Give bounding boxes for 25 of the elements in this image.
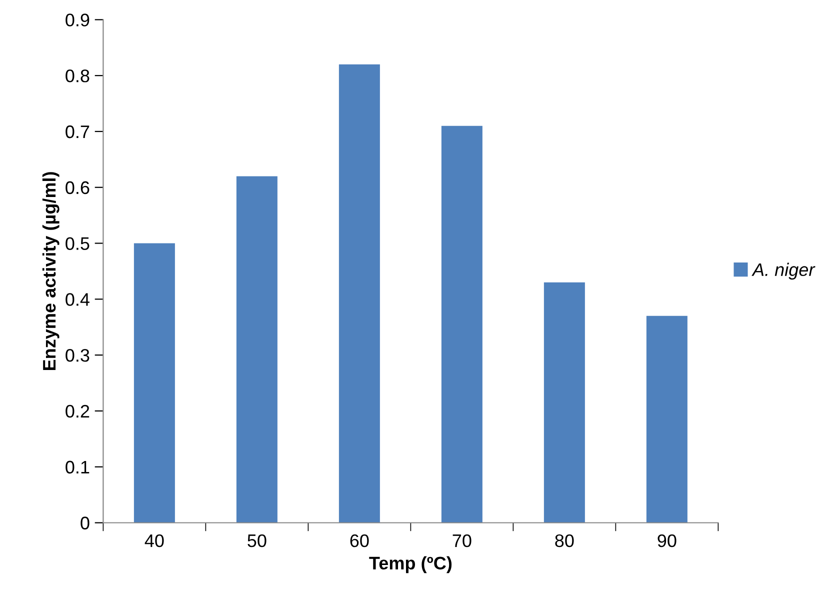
legend-label: A. niger bbox=[752, 262, 816, 280]
x-tick-label: 60 bbox=[350, 534, 369, 548]
y-tick-label: 0.8 bbox=[66, 70, 90, 82]
bar bbox=[441, 126, 482, 523]
y-tick-label: 0 bbox=[80, 516, 90, 530]
y-tick-label: 0.6 bbox=[66, 181, 90, 194]
y-tick-label: 0.5 bbox=[66, 237, 90, 250]
x-tick-label: 40 bbox=[144, 534, 164, 548]
x-tick-label: 50 bbox=[248, 534, 266, 548]
bar bbox=[236, 176, 278, 523]
y-tick-label: 0.3 bbox=[66, 348, 90, 362]
y-tick-label: 0.9 bbox=[66, 14, 90, 26]
x-tick-label: 70 bbox=[452, 534, 472, 548]
bar bbox=[646, 316, 688, 523]
y-axis-title: Enzyme activity (µg/ml) bbox=[42, 172, 60, 370]
bar bbox=[338, 64, 380, 523]
y-tick-label: 0.1 bbox=[66, 460, 90, 474]
bar bbox=[134, 243, 175, 523]
x-tick-label: 90 bbox=[658, 534, 676, 548]
y-tick-label: 0.7 bbox=[66, 125, 90, 138]
bar bbox=[544, 282, 585, 523]
y-tick-label: 0.2 bbox=[66, 404, 90, 418]
y-tick-label: 0.4 bbox=[66, 293, 90, 306]
x-axis-title: Temp (ºC) bbox=[369, 556, 452, 574]
x-tick-label: 80 bbox=[555, 534, 574, 548]
